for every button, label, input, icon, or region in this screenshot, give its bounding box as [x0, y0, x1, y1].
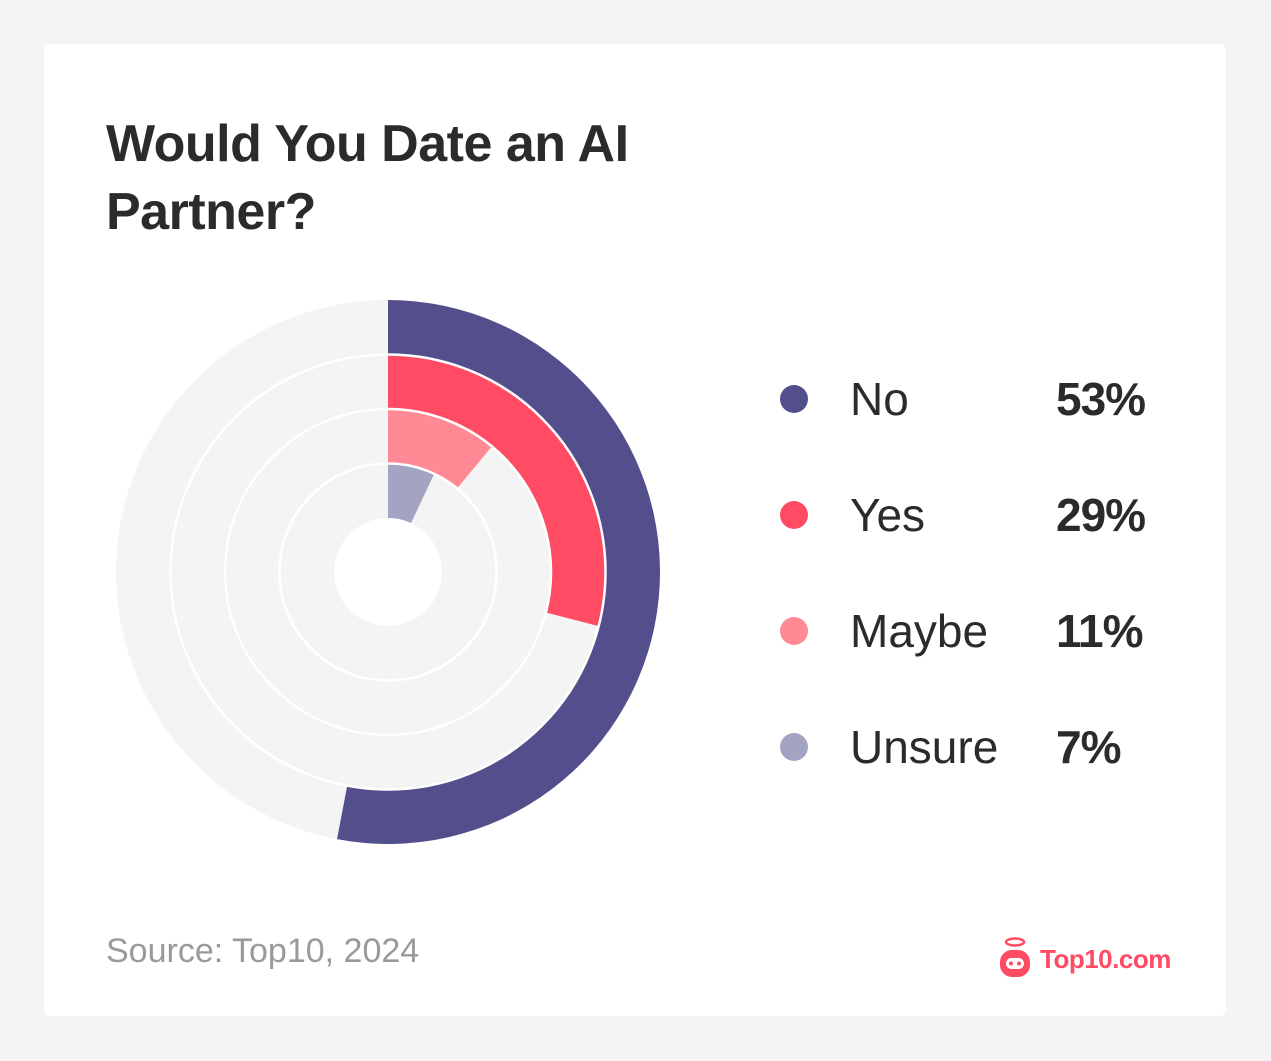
- ring-no: [337, 300, 660, 844]
- legend-value: 29%: [1056, 489, 1146, 541]
- legend-dot-maybe-icon: [780, 617, 808, 645]
- legend-label: Yes: [850, 489, 926, 541]
- ring-unsure: [388, 463, 435, 524]
- legend-label: Unsure: [850, 721, 999, 773]
- legend-item-no: No 53%: [780, 366, 1200, 482]
- source-note: Source: Top10, 2024: [106, 932, 420, 970]
- chart-title: Would You Date an AI Partner?: [106, 115, 629, 241]
- legend-value: 11%: [1056, 605, 1144, 657]
- legend-dot-unsure-icon: [780, 733, 808, 761]
- legend: No 53% Yes 29% Maybe 11% Unsure 7%: [780, 366, 1200, 830]
- legend-item-unsure: Unsure 7%: [780, 714, 1200, 830]
- logo-text: Top10.com: [1040, 943, 1171, 974]
- brand-logo[interactable]: Top10.com: [998, 934, 1171, 984]
- ring-separator: [223, 407, 553, 737]
- robot-halo-icon: [1000, 937, 1030, 977]
- chart-card: Would You Date an AI Partner? No 53% Yes…: [44, 44, 1226, 1016]
- legend-label: Maybe: [850, 605, 989, 657]
- legend-dot-no-icon: [780, 385, 808, 413]
- radial-bar-chart: [116, 300, 660, 844]
- legend-item-maybe: Maybe 11%: [780, 598, 1200, 714]
- legend-item-yes: Yes 29%: [780, 482, 1200, 598]
- legend-label: No: [850, 373, 909, 425]
- ring-separator: [278, 462, 498, 682]
- legend-dot-yes-icon: [780, 501, 808, 529]
- ring-separator: [169, 353, 607, 791]
- legend-value: 7%: [1056, 721, 1121, 773]
- legend-value: 53%: [1056, 373, 1146, 425]
- chart-center-hole: [334, 518, 442, 626]
